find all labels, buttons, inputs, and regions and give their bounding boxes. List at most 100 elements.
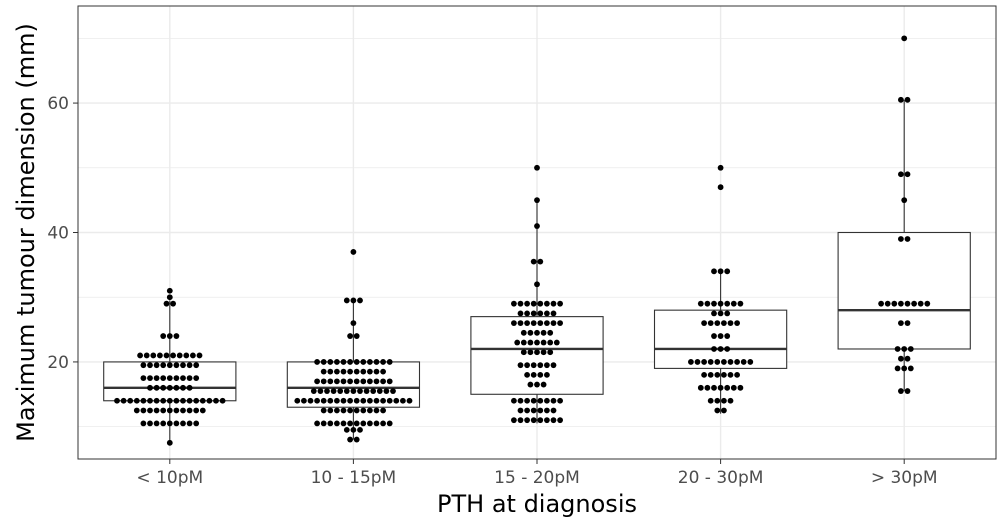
data-point (517, 417, 524, 424)
data-point (717, 384, 724, 391)
data-point (534, 381, 540, 388)
data-point (373, 407, 380, 414)
data-point (530, 417, 537, 424)
data-point (166, 397, 173, 404)
data-point (380, 378, 386, 385)
data-point (193, 397, 200, 404)
data-point (193, 375, 200, 382)
data-point (694, 359, 701, 365)
data-point (704, 384, 711, 391)
data-point (530, 258, 537, 265)
data-point (701, 320, 707, 326)
data-point (340, 359, 347, 365)
data-point (320, 359, 327, 365)
x-tick-label: 10 - 15pM (311, 468, 397, 488)
data-point (734, 359, 740, 365)
data-point (206, 397, 213, 404)
data-point (157, 352, 163, 359)
data-point (534, 223, 540, 229)
data-point (514, 339, 521, 346)
data-point (884, 300, 891, 307)
data-point (550, 407, 557, 414)
data-point (180, 375, 186, 382)
data-point (550, 300, 557, 307)
data-point (334, 368, 340, 375)
data-point (537, 417, 544, 424)
data-point (347, 436, 353, 443)
x-tick-label: > 30pM (871, 468, 938, 488)
data-point (186, 375, 193, 382)
data-point (353, 420, 360, 427)
x-axis-ticks: < 10pM 10 - 15pM 15 - 20pM 20 - 30pM > 30pM (136, 459, 938, 488)
data-point (537, 371, 544, 378)
data-point (383, 388, 390, 394)
data-point (386, 378, 393, 385)
data-point (534, 329, 540, 336)
data-point (711, 268, 717, 275)
data-point (898, 388, 904, 394)
data-point (520, 349, 527, 356)
data-point (320, 420, 327, 427)
data-point (153, 362, 160, 369)
box-iqr (837, 231, 971, 350)
data-point (688, 359, 694, 365)
data-point (360, 359, 367, 365)
data-point (160, 333, 167, 339)
data-point (530, 320, 537, 326)
box-iqr (103, 361, 237, 402)
data-point (704, 300, 711, 307)
data-point (330, 388, 337, 394)
data-point (894, 365, 901, 372)
data-point (878, 300, 884, 307)
data-point (898, 236, 904, 242)
data-point (898, 96, 904, 103)
data-point (219, 397, 226, 404)
data-point (724, 384, 731, 391)
data-point (524, 300, 530, 307)
points-4 (688, 164, 754, 414)
data-point (367, 368, 373, 375)
data-point (180, 420, 186, 427)
data-point (350, 297, 357, 304)
data-point (173, 407, 180, 414)
data-point (186, 384, 193, 391)
data-point (734, 320, 740, 326)
data-points (114, 35, 931, 446)
data-point (524, 310, 530, 317)
data-point (724, 333, 731, 339)
data-point (347, 333, 353, 339)
data-point (163, 300, 170, 307)
data-point (714, 359, 721, 365)
data-point (717, 310, 724, 317)
data-point (527, 381, 534, 388)
data-point (534, 339, 540, 346)
data-point (553, 339, 560, 346)
data-point (737, 384, 744, 391)
data-point (537, 397, 544, 404)
data-point (160, 407, 167, 414)
data-point (147, 407, 153, 414)
data-point (550, 310, 557, 317)
data-point (907, 346, 914, 352)
data-point (213, 397, 219, 404)
data-point (327, 420, 334, 427)
y-axis-title: Maximum tumour dimension (mm) (12, 23, 40, 442)
data-point (324, 388, 330, 394)
x-axis-title: PTH at diagnosis (437, 490, 637, 518)
data-point (143, 352, 150, 359)
data-point (511, 300, 517, 307)
data-point (717, 300, 724, 307)
data-point (537, 310, 544, 317)
data-point (347, 368, 353, 375)
data-point (724, 310, 731, 317)
data-point (327, 359, 334, 365)
data-point (547, 329, 554, 336)
data-point (173, 375, 180, 382)
data-point (524, 397, 530, 404)
data-point (317, 388, 324, 394)
data-point (917, 300, 924, 307)
data-point (537, 300, 544, 307)
data-point (133, 397, 140, 404)
data-point (530, 407, 537, 414)
data-point (544, 362, 550, 369)
